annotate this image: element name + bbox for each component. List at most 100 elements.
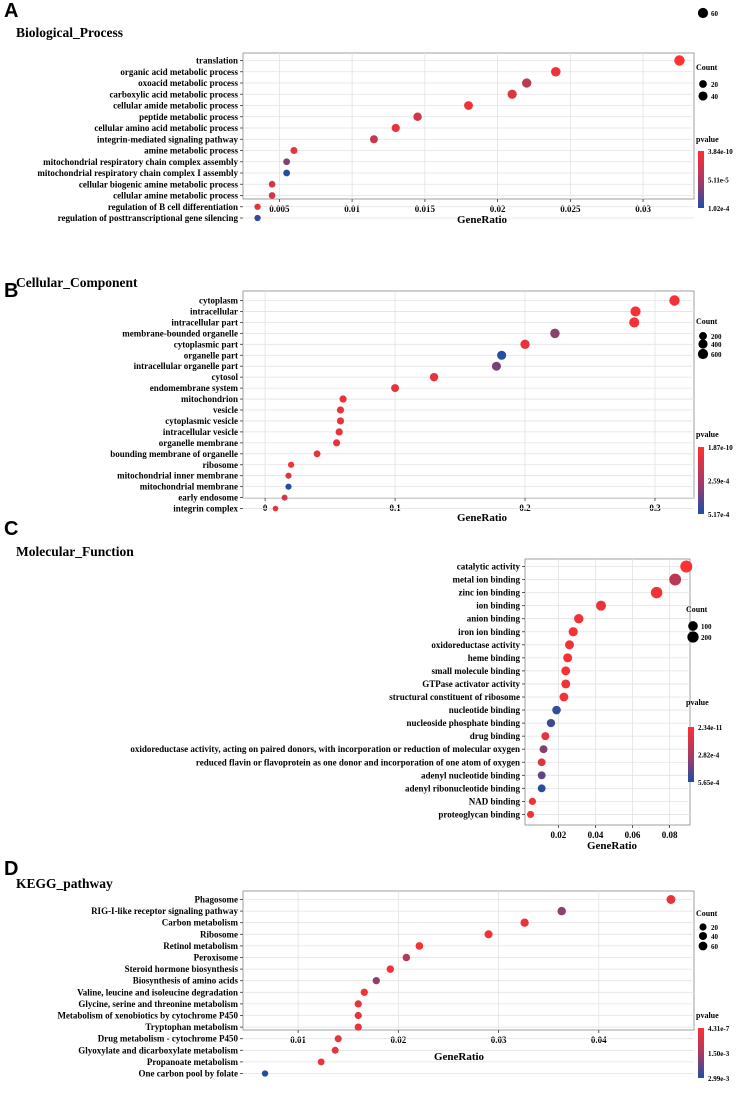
color-legend-label: 5.17e-4 [708, 511, 730, 519]
term-label: intracellular [190, 306, 238, 316]
x-axis-label: GeneRatio [434, 1051, 485, 1063]
term-label: Ribosome [200, 929, 238, 939]
size-legend-dot [699, 332, 707, 340]
term-label: heme binding [468, 653, 521, 663]
term-label: cytoplasmic part [174, 339, 238, 349]
term-label: Steroid hormone biosynthesis [125, 964, 239, 974]
data-point [528, 797, 537, 806]
data-point [331, 1046, 339, 1054]
data-point [630, 306, 641, 317]
data-point [372, 977, 380, 985]
x-tick-label: 0.005 [269, 204, 290, 214]
term-label: integrin complex [173, 504, 238, 514]
panel-label: D [4, 858, 18, 880]
term-label: nucleotide binding [449, 705, 521, 715]
term-label: adenyl nucleotide binding [421, 770, 521, 780]
x-tick-label: 0.1 [389, 503, 401, 513]
panel-title: Cellular_Component [16, 275, 138, 290]
color-legend-label: 5.65e-4 [698, 779, 720, 787]
data-point [354, 1000, 362, 1008]
data-point [268, 180, 276, 188]
color-legend-bar [688, 727, 694, 782]
data-point [287, 461, 295, 468]
data-point [317, 1058, 325, 1066]
color-legend-label: 1.02e-4 [708, 205, 730, 213]
color-legend-label: 5.11e-5 [708, 177, 729, 185]
panel-label: A [4, 0, 18, 22]
data-point [669, 295, 680, 306]
data-point [527, 810, 535, 819]
term-label: Tryptophan metabolism [145, 1022, 238, 1032]
x-tick-label: 0.01 [290, 1035, 306, 1045]
color-legend-title: pvalue [696, 1011, 719, 1020]
term-label: cytoplasm [199, 296, 239, 306]
x-tick-label: 0.2 [519, 503, 531, 513]
x-tick-label: 0.03 [635, 204, 651, 214]
data-point [559, 692, 569, 702]
term-label: mitochondrial membrane [140, 482, 238, 492]
term-label: membrane-bounded organelle [122, 328, 238, 338]
data-point [539, 745, 548, 754]
term-label: One carbon pool by folate [138, 1069, 238, 1079]
data-point [537, 784, 546, 793]
x-tick-label: 0 [263, 503, 268, 513]
data-point [413, 112, 422, 121]
data-point [564, 640, 575, 650]
data-point [484, 930, 493, 939]
data-point [680, 560, 693, 573]
term-label: cellular amide metabolic process [113, 101, 238, 111]
color-legend-label: 4.31e-7 [708, 1025, 730, 1033]
term-label: Glyoxylate and dicarboxylate metabolism [78, 1045, 238, 1055]
data-point [595, 600, 607, 611]
data-point [268, 192, 276, 199]
x-tick-label: 0.3 [649, 503, 661, 513]
term-label: ribosome [203, 460, 239, 470]
x-tick-label: 0.01 [344, 204, 360, 214]
size-legend-label: 60 [711, 943, 719, 951]
term-label: ion binding [476, 601, 520, 611]
data-point [674, 55, 685, 66]
data-point [497, 350, 507, 360]
data-point [283, 169, 291, 177]
data-point [666, 895, 676, 904]
data-point [520, 339, 530, 349]
size-legend-dot [698, 941, 708, 951]
data-point [272, 505, 279, 512]
term-label: mitochondrial respiratory chain complex … [43, 157, 238, 167]
data-point [669, 573, 682, 586]
panel-label: C [4, 518, 18, 540]
term-label: Retinol metabolism [163, 941, 238, 951]
color-legend-label: 1.50e-3 [708, 1050, 730, 1058]
data-point [336, 406, 345, 414]
data-point [354, 1011, 362, 1020]
term-label: Peroxisome [194, 953, 238, 963]
term-label: zinc ion binding [458, 588, 520, 598]
size-legend-dot [697, 7, 709, 19]
x-tick-label: 0.04 [591, 1035, 607, 1045]
size-legend-title: Count [686, 605, 708, 614]
term-label: cellular amino acid metabolic process [94, 123, 238, 133]
size-legend-title: Count [696, 63, 718, 72]
size-legend-dot [687, 631, 699, 643]
color-legend-label: 2.99e-3 [708, 1075, 730, 1083]
data-point [369, 135, 378, 144]
data-point [283, 158, 291, 166]
term-label: Phagosome [195, 895, 239, 905]
color-legend-bar [698, 447, 704, 514]
x-axis-label: GeneRatio [457, 512, 508, 524]
term-label: catalytic activity [457, 562, 521, 572]
term-label: bounding membrane of organelle [110, 449, 238, 459]
data-point [254, 203, 261, 210]
term-label: anion binding [467, 614, 521, 624]
data-point [336, 417, 345, 425]
panel-a: A Biological_Process 0.005 0.01 0.015 0.02 0.0… [4, 0, 733, 226]
term-label: intracellular part [171, 317, 238, 327]
size-legend-label: 200 [711, 333, 722, 341]
term-label: Glycine, serine and threonine metabolism [78, 999, 238, 1009]
plot-area [524, 558, 691, 826]
color-legend-title: pvalue [686, 698, 709, 707]
size-legend-label: 600 [711, 351, 722, 359]
